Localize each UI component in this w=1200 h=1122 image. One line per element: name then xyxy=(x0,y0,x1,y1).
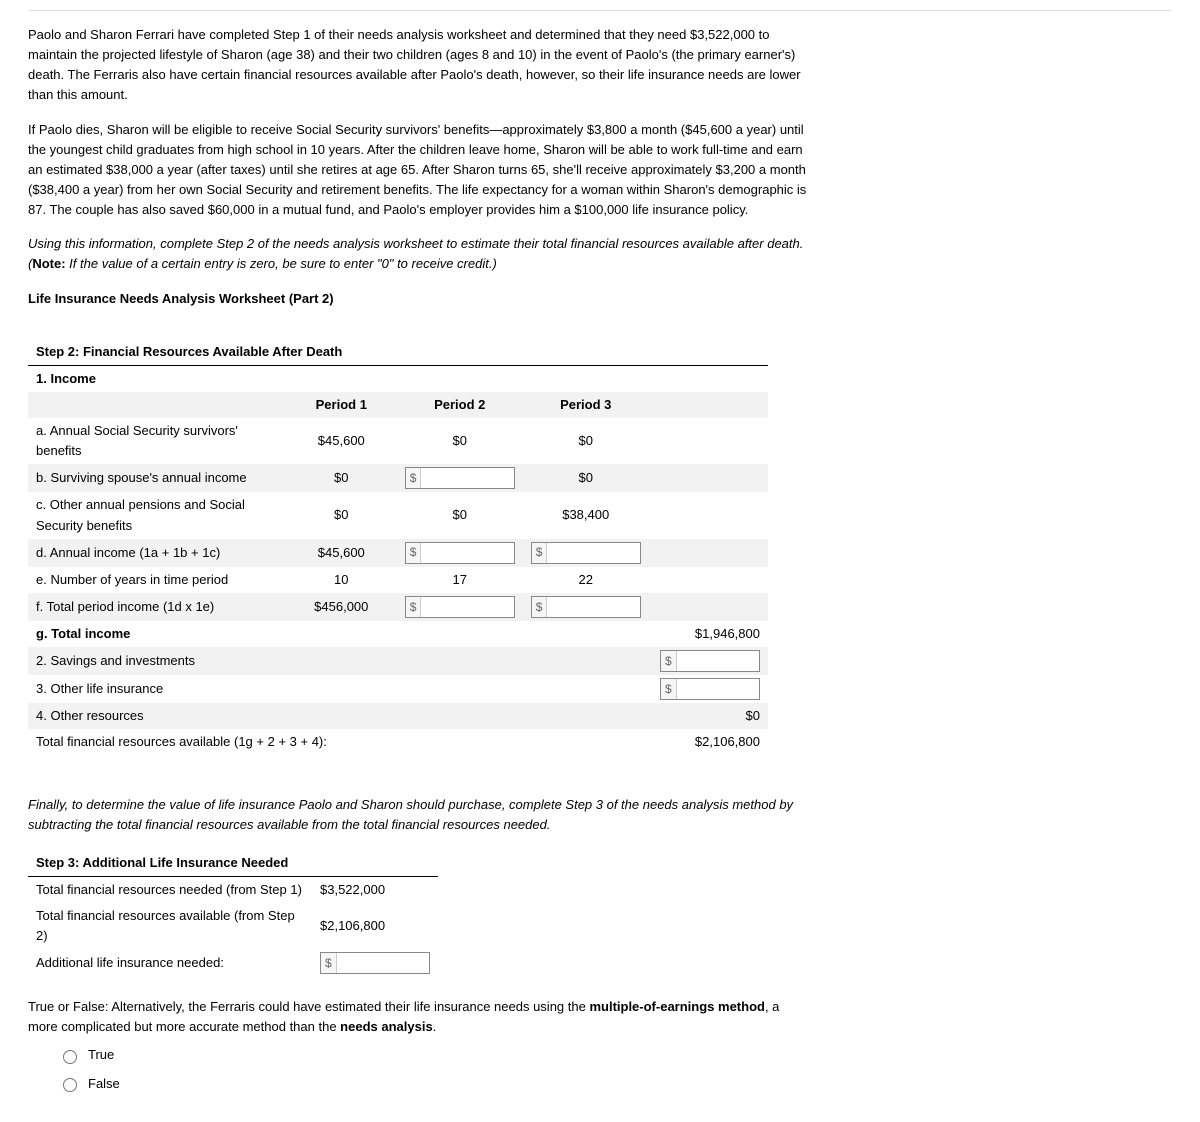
radio-true-row[interactable]: True xyxy=(58,1045,1172,1065)
row-3-field[interactable] xyxy=(677,679,759,699)
intro-p1: Paolo and Sharon Ferrari have completed … xyxy=(28,25,808,106)
intro-p3b: If the value of a certain entry is zero,… xyxy=(66,256,497,271)
intro-note: Note: xyxy=(32,256,65,271)
step3-r2-label: Total financial resources available (fro… xyxy=(28,903,312,949)
row-g-total: $1,946,800 xyxy=(649,621,768,647)
radio-true[interactable] xyxy=(63,1050,77,1064)
row-3-input[interactable]: $ xyxy=(660,678,760,700)
row-g-label: g. Total income xyxy=(28,621,286,647)
dollar-icon: $ xyxy=(406,597,422,617)
step3-r2-val: $2,106,800 xyxy=(312,903,438,949)
step3-r1-val: $3,522,000 xyxy=(312,876,438,903)
row-b-label: b. Surviving spouse's annual income xyxy=(28,464,286,492)
row-2-field[interactable] xyxy=(677,651,759,671)
row-d-p1: $45,600 xyxy=(286,539,397,567)
row-d-p2-input[interactable]: $ xyxy=(405,542,515,564)
row-4-label: 4. Other resources xyxy=(28,703,649,729)
divider-top xyxy=(28,10,1172,11)
step3-table: Step 3: Additional Life Insurance Needed… xyxy=(28,850,438,978)
row-e-p1: 10 xyxy=(286,567,397,593)
step3-r3-field[interactable] xyxy=(337,953,429,973)
step3-intro: Finally, to determine the value of life … xyxy=(28,795,808,835)
step3-title: Step 3: Additional Life Insurance Needed xyxy=(28,850,438,877)
radio-false-label: False xyxy=(88,1074,120,1094)
row-a-p2: $0 xyxy=(397,418,523,464)
row-a-p3: $0 xyxy=(523,418,649,464)
dollar-icon: $ xyxy=(321,953,337,973)
dollar-icon: $ xyxy=(661,651,677,671)
row-a-label: a. Annual Social Security survivors' ben… xyxy=(28,418,286,464)
step2-title: Step 2: Financial Resources Available Af… xyxy=(28,339,768,366)
row-b-p3: $0 xyxy=(523,464,649,492)
dollar-icon: $ xyxy=(532,597,548,617)
row-4-total: $0 xyxy=(649,703,768,729)
dollar-icon: $ xyxy=(661,679,677,699)
intro-p2: If Paolo dies, Sharon will be eligible t… xyxy=(28,120,808,221)
tf-bold1: multiple-of-earnings method xyxy=(589,999,765,1014)
dollar-icon: $ xyxy=(406,468,422,488)
row-a-p1: $45,600 xyxy=(286,418,397,464)
blank-cell xyxy=(28,392,286,418)
radio-true-label: True xyxy=(88,1045,114,1065)
blank-cell xyxy=(649,392,768,418)
row-c-p2: $0 xyxy=(397,492,523,538)
row-c-p3: $38,400 xyxy=(523,492,649,538)
row-d-p3-field[interactable] xyxy=(547,543,639,563)
period1-head: Period 1 xyxy=(286,392,397,418)
step2-table: Step 2: Financial Resources Available Af… xyxy=(28,339,768,756)
row-f-p2-input[interactable]: $ xyxy=(405,596,515,618)
intro-p3: Using this information, complete Step 2 … xyxy=(28,234,808,274)
tf-bold2: needs analysis xyxy=(340,1019,433,1034)
row-e-p2: 17 xyxy=(397,567,523,593)
row-c-label: c. Other annual pensions and Social Secu… xyxy=(28,492,286,538)
step2-sub-income: 1. Income xyxy=(28,365,768,392)
tf-post: . xyxy=(433,1019,437,1034)
row-e-p3: 22 xyxy=(523,567,649,593)
row-f-p3-input[interactable]: $ xyxy=(531,596,641,618)
worksheet-title: Life Insurance Needs Analysis Worksheet … xyxy=(28,289,1172,309)
step3-r1-label: Total financial resources needed (from S… xyxy=(28,876,312,903)
row-total-label: Total financial resources available (1g … xyxy=(28,729,649,755)
period3-head: Period 3 xyxy=(523,392,649,418)
row-2-input[interactable]: $ xyxy=(660,650,760,672)
dollar-icon: $ xyxy=(406,543,422,563)
tf-pre: True or False: Alternatively, the Ferrar… xyxy=(28,999,589,1014)
row-total-val: $2,106,800 xyxy=(649,729,768,755)
row-d-p2-field[interactable] xyxy=(421,543,513,563)
row-c-p1: $0 xyxy=(286,492,397,538)
row-d-p3-input[interactable]: $ xyxy=(531,542,641,564)
row-e-label: e. Number of years in time period xyxy=(28,567,286,593)
step3-r3-input[interactable]: $ xyxy=(320,952,430,974)
row-3-label: 3. Other life insurance xyxy=(28,675,649,703)
row-f-p2-field[interactable] xyxy=(421,597,513,617)
row-f-p3-field[interactable] xyxy=(547,597,639,617)
dollar-icon: $ xyxy=(532,543,548,563)
period2-head: Period 2 xyxy=(397,392,523,418)
step3-r3-label: Additional life insurance needed: xyxy=(28,949,312,977)
row-2-label: 2. Savings and investments xyxy=(28,647,649,675)
true-false-question: True or False: Alternatively, the Ferrar… xyxy=(28,997,808,1037)
row-b-p2-input[interactable]: $ xyxy=(405,467,515,489)
row-f-p1: $456,000 xyxy=(286,593,397,621)
row-b-p2-field[interactable] xyxy=(421,468,513,488)
row-f-label: f. Total period income (1d x 1e) xyxy=(28,593,286,621)
radio-false-row[interactable]: False xyxy=(58,1074,1172,1094)
row-b-p1: $0 xyxy=(286,464,397,492)
row-d-label: d. Annual income (1a + 1b + 1c) xyxy=(28,539,286,567)
radio-false[interactable] xyxy=(63,1078,77,1092)
